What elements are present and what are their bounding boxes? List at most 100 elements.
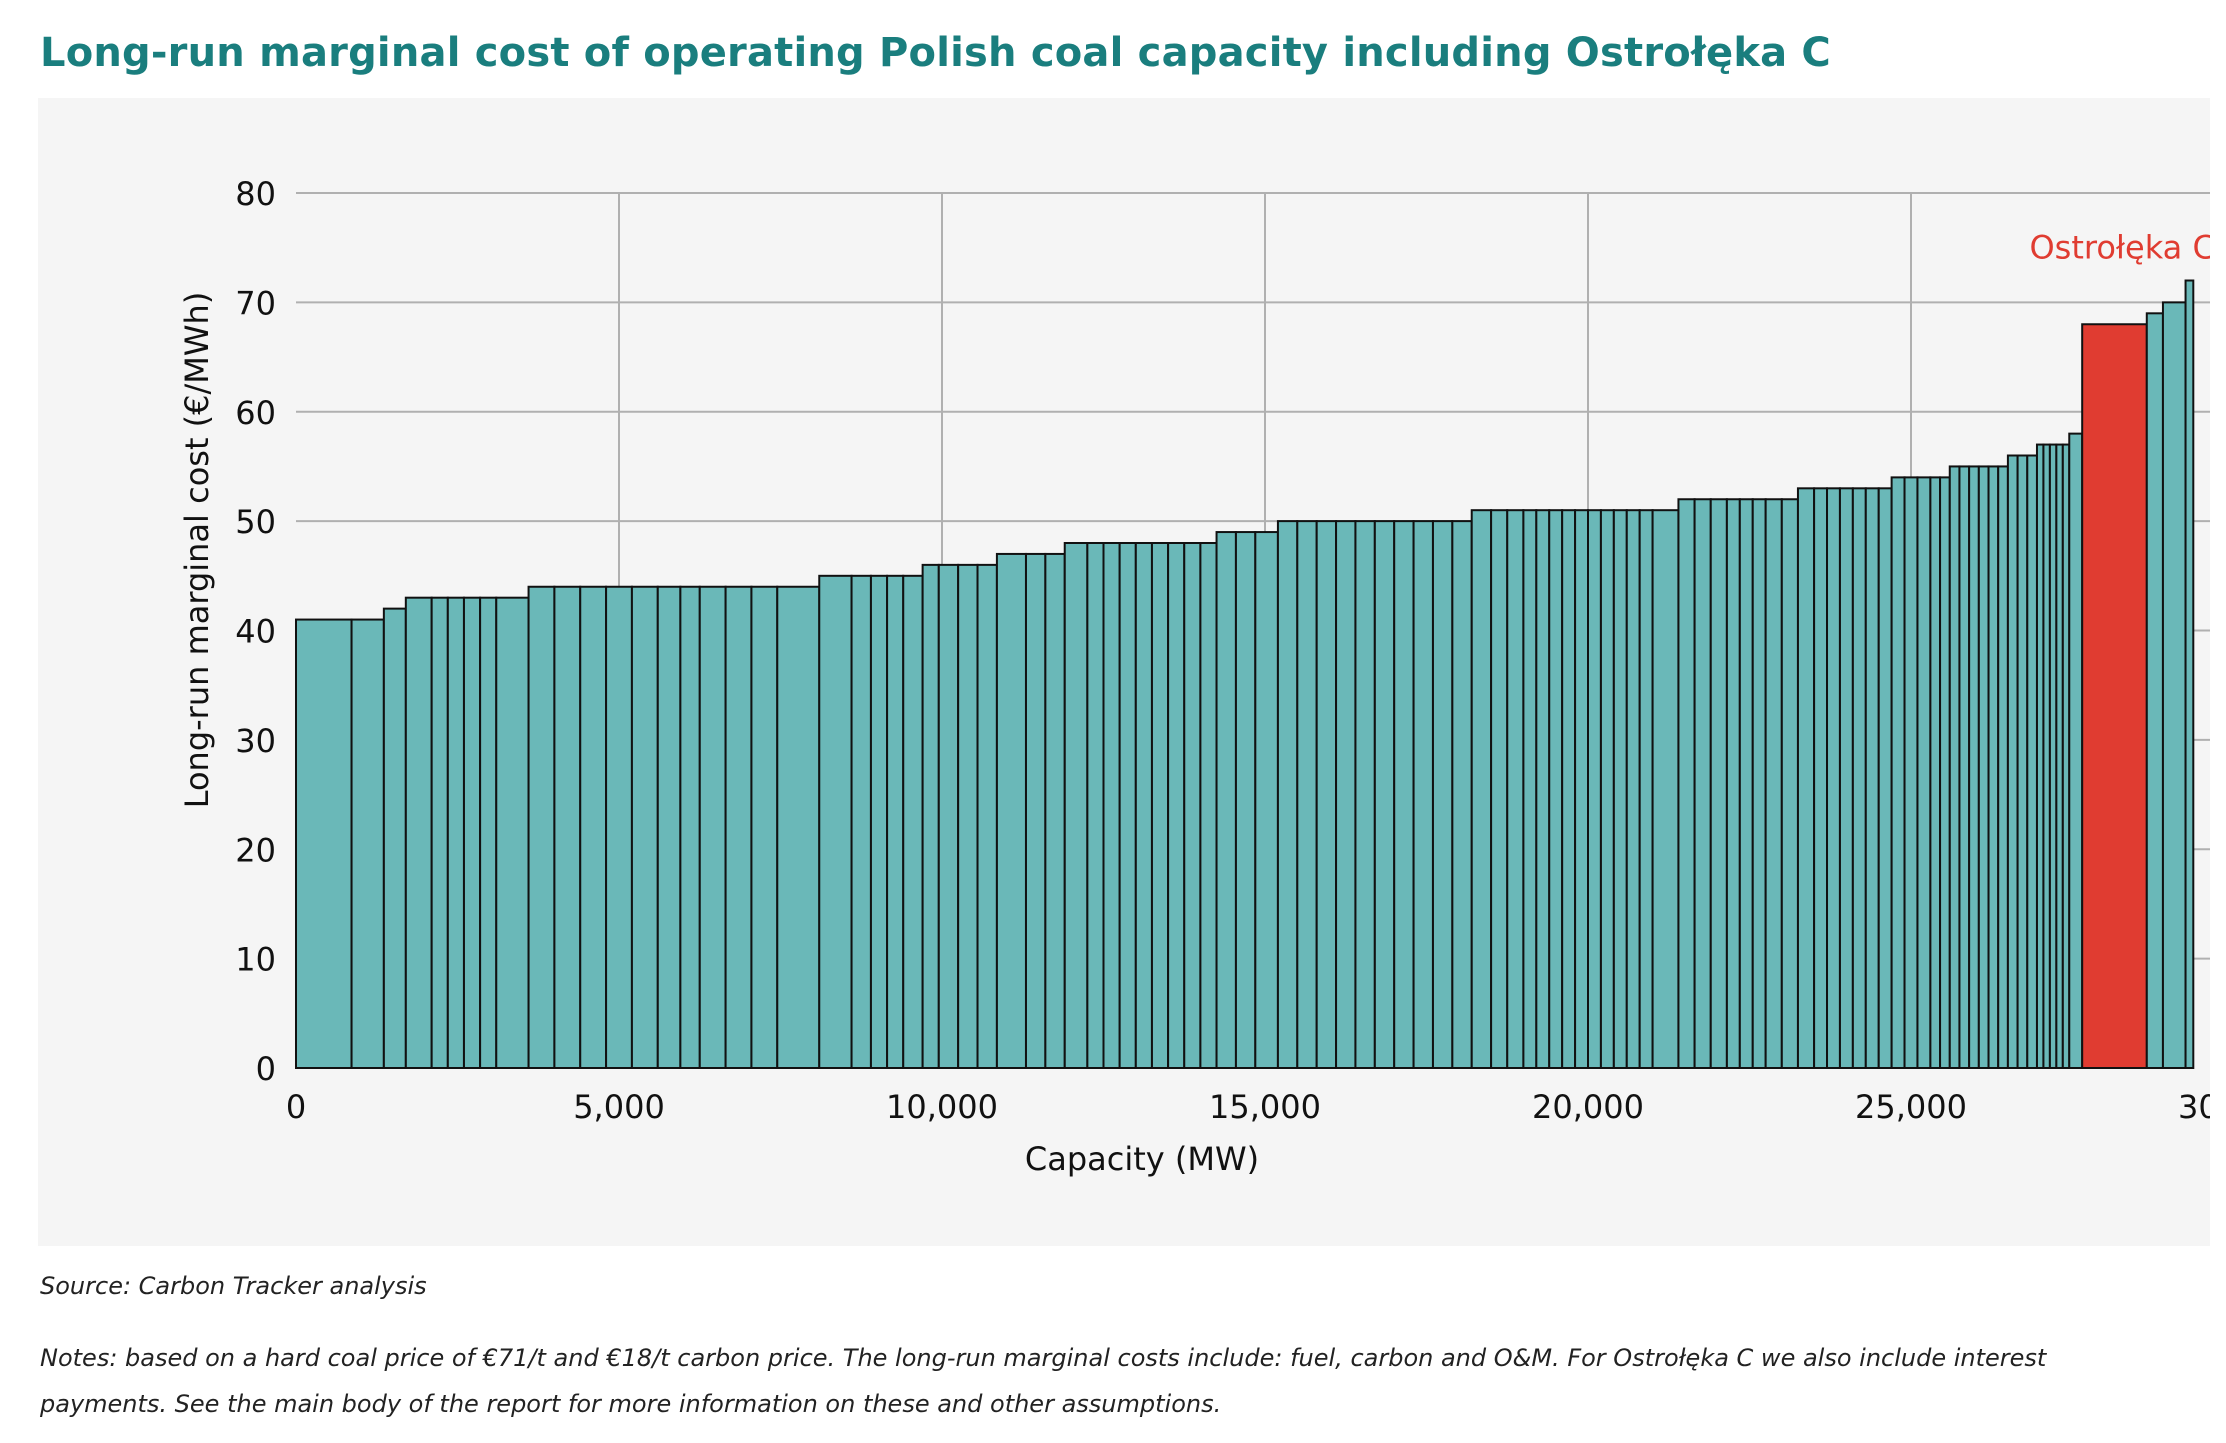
- bar: [382, 607, 407, 1069]
- bar: [1296, 520, 1318, 1069]
- bar: [430, 596, 449, 1069]
- bar: [1693, 498, 1712, 1069]
- bar: [869, 574, 889, 1069]
- bar: [495, 596, 530, 1069]
- bar: [921, 563, 940, 1069]
- bar: [1254, 531, 1279, 1069]
- y-tick-label: 10: [235, 941, 276, 979]
- bar: [1890, 476, 1906, 1069]
- bar: [1903, 476, 1919, 1069]
- x-axis-title: Capacity (MW): [1025, 1140, 1259, 1178]
- bar: [1625, 509, 1641, 1069]
- bar: [2184, 279, 2195, 1069]
- bar: [1916, 476, 1932, 1069]
- y-tick-label: 70: [235, 284, 276, 322]
- x-tick-label: 10,000: [886, 1088, 998, 1126]
- bar: [1929, 476, 1942, 1069]
- bar: [1987, 465, 2000, 1069]
- bar: [902, 574, 924, 1069]
- y-tick-label: 80: [235, 175, 276, 213]
- bar: [1574, 509, 1589, 1069]
- bar: [2068, 432, 2084, 1069]
- bar: [656, 585, 682, 1069]
- bar: [1939, 476, 1951, 1069]
- bar: [1599, 509, 1615, 1069]
- bar: [1651, 509, 1680, 1069]
- bar: [2006, 454, 2019, 1069]
- bar: [1977, 465, 1990, 1069]
- bar: [350, 618, 385, 1069]
- bar: [1997, 465, 2009, 1069]
- bar: [527, 585, 556, 1069]
- bar: [462, 596, 482, 1069]
- bar: [1167, 542, 1186, 1069]
- x-tick-label: 25,000: [1855, 1088, 1967, 1126]
- bar-ostroleka-c: [2081, 323, 2148, 1069]
- y-tick-label: 30: [235, 722, 276, 760]
- bar: [1709, 498, 1728, 1069]
- x-axis-ticks: 0 5,000 10,000 15,000 20,000 25,000 30,000: [286, 1088, 2210, 1126]
- y-tick-label: 50: [235, 503, 276, 541]
- bar: [605, 585, 633, 1069]
- chart-panel: 0 10 20 30 40 50 60 70 80 0 5,000 10,000 15,000 20,0…: [38, 98, 2210, 1246]
- y-tick-label: 40: [235, 613, 276, 651]
- y-tick-label: 0: [256, 1050, 276, 1088]
- bar: [1373, 520, 1396, 1069]
- bar: [1354, 520, 1376, 1069]
- bar: [937, 563, 960, 1069]
- bar: [1150, 542, 1170, 1069]
- bar: [630, 585, 659, 1069]
- bar: [1522, 509, 1538, 1069]
- bar: [2161, 301, 2187, 1069]
- bar: [446, 596, 465, 1069]
- bar: [1561, 509, 1577, 1069]
- bars: [295, 279, 2195, 1069]
- bar: [1490, 509, 1509, 1069]
- bar: [1877, 487, 1893, 1069]
- bar: [1813, 487, 1829, 1069]
- footnotes: Notes: based on a hard coal price of €71…: [40, 1344, 2047, 1418]
- bar: [1451, 520, 1473, 1069]
- bar: [1738, 498, 1754, 1069]
- y-tick-label: 20: [235, 831, 276, 869]
- bar: [679, 585, 701, 1069]
- bar: [295, 618, 353, 1069]
- bar: [1335, 520, 1357, 1069]
- bar: [1796, 487, 1816, 1069]
- bar: [1612, 509, 1628, 1069]
- y-axis-title: Long-run marginal cost (€/MWh): [178, 292, 216, 809]
- bar: [1851, 487, 1867, 1069]
- bar: [1638, 509, 1654, 1069]
- x-tick-label: 20,000: [1532, 1088, 1644, 1126]
- bar: [1677, 498, 1696, 1069]
- bar: [2016, 454, 2029, 1069]
- bar: [750, 585, 779, 1069]
- bar: [553, 585, 582, 1069]
- bar: [1958, 465, 1971, 1069]
- cost-curve-chart: 0 10 20 30 40 50 60 70 80 0 5,000 10,000 15,000 20,0…: [178, 175, 2210, 1178]
- ostroleka-annotation: Ostrołęka C: [2029, 228, 2210, 266]
- bar: [479, 596, 498, 1069]
- bar: [1826, 487, 1841, 1069]
- source-note: Source: Carbon Tracker analysis: [40, 1272, 427, 1300]
- bar: [1968, 465, 1980, 1069]
- bar: [2145, 312, 2164, 1069]
- bar: [1764, 498, 1783, 1069]
- bar: [1024, 552, 1047, 1069]
- bar: [776, 585, 821, 1069]
- bar: [818, 574, 853, 1069]
- bar: [724, 585, 753, 1069]
- bar: [957, 563, 979, 1069]
- bar: [1315, 520, 1338, 1069]
- bar: [698, 585, 727, 1069]
- bar: [1780, 498, 1799, 1069]
- bar: [1134, 542, 1153, 1069]
- x-tick-label: 5,000: [573, 1088, 665, 1126]
- bar: [1215, 531, 1237, 1069]
- bar: [995, 552, 1027, 1069]
- bar: [1393, 520, 1415, 1069]
- chart-title: Long-run marginal cost of operating Poli…: [40, 30, 1831, 76]
- bar: [404, 596, 433, 1069]
- bar: [1199, 542, 1218, 1069]
- bar: [1506, 509, 1525, 1069]
